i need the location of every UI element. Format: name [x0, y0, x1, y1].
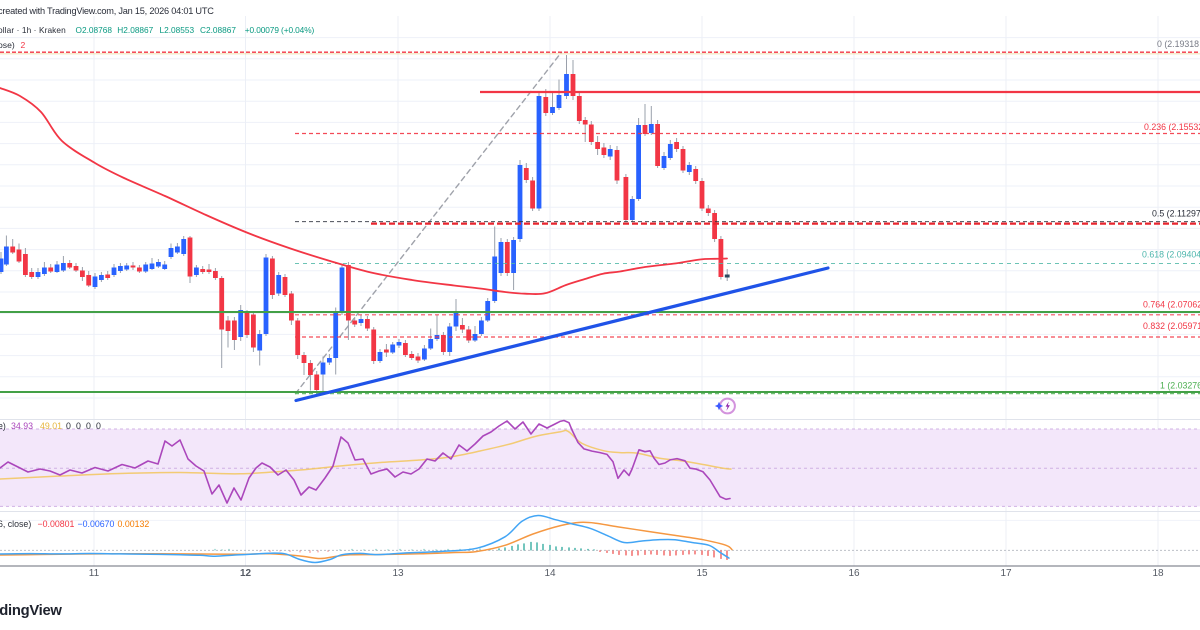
svg-text:11: 11 — [89, 568, 100, 579]
svg-text:+0.00079 (+0.04%): +0.00079 (+0.04%) — [245, 25, 315, 35]
svg-text:2: 2 — [21, 40, 26, 50]
svg-text:0: 0 — [66, 421, 71, 431]
svg-text:−0.00670: −0.00670 — [78, 519, 115, 529]
svg-text:−0.00801: −0.00801 — [38, 519, 75, 529]
svg-text:0.236 (2.15532: 0.236 (2.15532 — [1144, 122, 1200, 132]
svg-text:0: 0 — [96, 421, 101, 431]
svg-text:14: 14 — [544, 568, 556, 579]
svg-text:1 (2.03276: 1 (2.03276 — [1160, 381, 1200, 391]
svg-text:C2.08867: C2.08867 — [200, 25, 236, 35]
svg-text:34.93: 34.93 — [11, 421, 33, 431]
svg-text:12: 12 — [240, 568, 252, 579]
svg-text:18: 18 — [1152, 568, 1164, 579]
svg-text:15: 15 — [696, 568, 708, 579]
svg-text:L2.08553: L2.08553 — [160, 25, 195, 35]
svg-text:0.5 (2.11297: 0.5 (2.11297 — [1152, 209, 1200, 219]
svg-text:ose): ose) — [0, 40, 15, 50]
svg-text:TradingView: TradingView — [0, 603, 62, 619]
svg-text:17: 17 — [1000, 568, 1012, 579]
svg-text:0.832 (2.05971: 0.832 (2.05971 — [1143, 321, 1200, 331]
svg-text:0.764 (2.07062: 0.764 (2.07062 — [1143, 300, 1200, 310]
svg-text:13: 13 — [392, 568, 404, 579]
svg-text:0: 0 — [86, 421, 91, 431]
svg-text:0: 0 — [76, 421, 81, 431]
svg-text:0.00132: 0.00132 — [118, 519, 150, 529]
svg-text:16: 16 — [848, 568, 860, 579]
svg-text:6, close): 6, close) — [0, 519, 31, 529]
svg-text:ollar · 1h · Kraken: ollar · 1h · Kraken — [0, 25, 66, 35]
svg-text:e): e) — [0, 421, 6, 431]
svg-text:0 (2.19318: 0 (2.19318 — [1157, 39, 1199, 49]
svg-text:H2.08867: H2.08867 — [117, 25, 153, 35]
svg-text:49.01: 49.01 — [40, 421, 62, 431]
svg-text:0.618 (2.09404: 0.618 (2.09404 — [1142, 250, 1200, 260]
svg-text:O2.08768: O2.08768 — [76, 25, 113, 35]
svg-text:created with TradingView.com,: created with TradingView.com, Jan 15, 20… — [0, 6, 214, 16]
